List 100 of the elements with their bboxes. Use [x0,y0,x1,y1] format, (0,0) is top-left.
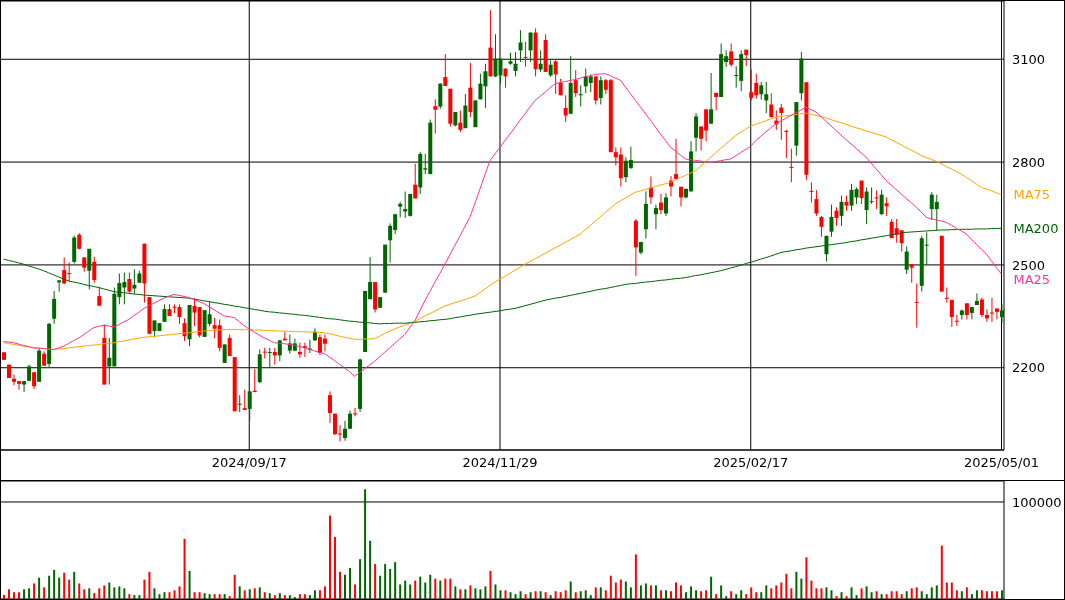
candlestick [573,69,578,98]
bar [670,591,672,599]
bar [263,592,266,599]
bar [133,595,136,599]
bar [68,579,71,599]
candlestick [658,193,663,215]
y-tick-label: 2500 [1012,257,1046,273]
candlestick [458,109,463,133]
candlestick [12,374,17,386]
bar [965,587,968,599]
bar [700,591,703,599]
bar [985,591,988,599]
bar [394,562,397,599]
series-label: MA25 [1013,272,1051,288]
series-label: MA75 [1013,187,1051,203]
bar [649,585,652,599]
candlestick [974,292,979,306]
bar [499,590,502,599]
bar [474,588,477,599]
bar [695,590,698,599]
bar [288,595,291,599]
bar [123,588,126,599]
candlestick [663,192,668,217]
bar [479,589,482,599]
bar [469,585,472,599]
bar [990,591,993,599]
bar [915,587,918,599]
bar [238,586,241,599]
candlestick [578,84,583,108]
candlestick [343,420,348,442]
bar [253,588,256,599]
bar [168,592,171,599]
bar [900,594,903,599]
bar [28,588,31,599]
bar [514,594,517,599]
bar [108,582,111,599]
bar [935,585,938,599]
candlestick [97,286,102,307]
bar [715,594,718,599]
candlestick [879,189,884,216]
y-tick-label: 2200 [1012,360,1046,376]
candlestick [217,318,222,352]
bar [223,594,226,599]
bar [680,585,683,599]
candlestick [944,287,949,304]
bar [248,589,251,599]
candlestick [749,69,754,101]
bar [975,590,978,599]
bar [815,588,818,599]
bar [534,591,537,599]
bar [48,575,51,599]
bar [905,591,908,599]
candlestick [598,75,603,106]
candlestick [132,268,137,295]
bar [810,580,813,599]
bar [800,578,803,599]
bar [745,594,748,599]
bar [760,592,763,599]
bar [850,587,853,599]
candlestick [327,390,332,424]
bar [529,592,532,599]
bar [399,584,402,599]
bar [173,590,176,599]
bar [880,594,883,599]
bar [464,589,467,599]
bar [138,595,141,599]
bar [765,585,768,599]
candlestick [438,83,443,110]
x-tick-label: 2024/09/17 [211,455,287,471]
candlestick [127,271,132,294]
bar [303,594,306,599]
candlestick [57,279,62,293]
bar [504,590,507,599]
bar [524,594,527,599]
bar [805,557,808,599]
bar [599,587,602,599]
candlestick [52,290,57,325]
bar [283,595,286,599]
bar [183,538,186,599]
bar [359,559,362,599]
bar [188,570,191,599]
bar [208,594,211,599]
bar [629,587,632,599]
bar [298,594,301,599]
bar [494,584,497,599]
bar [434,578,437,599]
candlestick [909,263,914,284]
bar [313,590,316,599]
bar [930,587,933,599]
bar [278,593,281,599]
bar [143,579,146,599]
bar [539,591,542,599]
bar [875,591,878,599]
bar [820,588,823,599]
bar [163,592,166,599]
bar [940,545,943,599]
bar [318,590,321,599]
bar [454,586,457,599]
bar [268,593,271,599]
bar [659,590,662,599]
